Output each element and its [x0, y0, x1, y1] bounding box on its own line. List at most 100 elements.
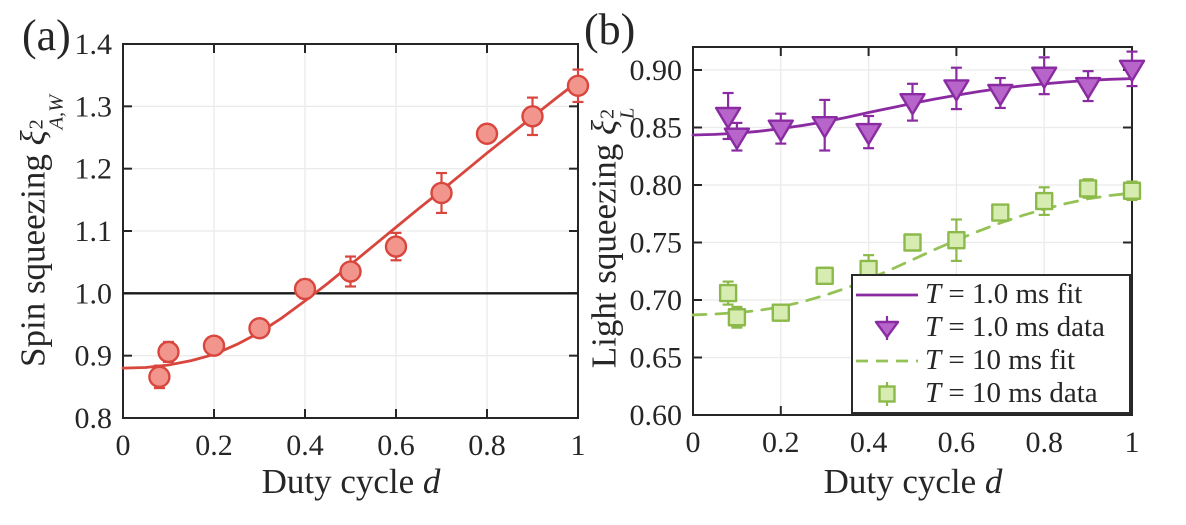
legend-swatch-graphic — [878, 381, 896, 406]
data-point — [148, 365, 171, 389]
tick-marks — [122, 43, 579, 419]
x-tick-label: 0.2 — [762, 426, 800, 459]
data-point — [202, 334, 226, 357]
panel-a-y-axis-title: Spin squeezing ξ 2 A,W — [13, 95, 68, 367]
data-point — [718, 283, 738, 303]
markers — [714, 59, 1146, 150]
data-point — [767, 119, 794, 142]
axes-frame — [692, 46, 1133, 416]
y-tick-label: 0.80 — [630, 169, 683, 202]
xi-sup-sub: 2 A,W — [25, 95, 68, 130]
legend-swatch-graphic — [856, 359, 918, 362]
legend-marker — [878, 384, 896, 403]
legend-item-green-data: T = 10 ms data — [855, 377, 1125, 410]
y-tick-label: 0.90 — [630, 54, 683, 87]
green-square-marker-swatch — [855, 379, 919, 409]
markers — [148, 74, 590, 389]
x-tick-label: 0.4 — [286, 429, 324, 462]
data-point — [339, 260, 362, 283]
data-point — [1122, 181, 1142, 200]
tick-labels: 0 0.2 0.4 0.6 0.8 1 0.60 0.65 0.70 0.75 0.80 0.85 0.… — [630, 54, 1140, 459]
purple-triangle-marker-swatch — [855, 313, 919, 343]
data-point — [943, 79, 970, 102]
legend-label: T — [925, 311, 942, 343]
legend-box: T = 1.0 ms fit T = 1.0 ms data T = 10 ms… — [851, 274, 1131, 414]
y-tick-label: 0.85 — [630, 112, 683, 145]
legend-label: T — [925, 344, 942, 376]
data-point — [815, 266, 834, 286]
data-point — [566, 74, 590, 97]
x-tick-label: 0.8 — [1025, 426, 1063, 459]
legend-marker — [874, 320, 900, 338]
y-tick-label: 1.4 — [75, 28, 113, 61]
y-tick-label: 1.0 — [75, 277, 113, 310]
legend-swatch-graphic — [874, 315, 900, 340]
xlabel-variable: d — [984, 462, 1003, 501]
y-tick-label: 1.2 — [75, 153, 113, 186]
data-point — [475, 122, 499, 145]
panel-b-x-axis-title: Duty cycle d — [824, 461, 1003, 503]
y-tick-label: 0.65 — [630, 342, 683, 375]
data-point — [991, 203, 1010, 222]
x-tick-label: 0.6 — [938, 426, 976, 459]
y-tick-label: 0.9 — [75, 340, 113, 373]
data-point — [987, 83, 1014, 107]
xlabel-text: Duty cycle — [261, 462, 423, 501]
legend-label: T — [925, 278, 942, 310]
data-point — [430, 181, 453, 205]
ylabel-text: Spin squeezing — [13, 145, 53, 367]
data-point — [727, 308, 747, 327]
data-point — [521, 105, 544, 128]
data-point — [1078, 179, 1098, 198]
panel-a-letter: (a) — [22, 11, 71, 60]
legend-swatch-graphic — [856, 293, 918, 296]
panel-b-letter: (b) — [584, 5, 636, 54]
data-point — [1118, 59, 1146, 83]
x-tick-label: 0.6 — [377, 429, 415, 462]
y-tick-label: 0.60 — [630, 399, 683, 432]
purple-solid-line-swatch — [855, 280, 919, 310]
y-tick-label: 1.1 — [75, 215, 113, 248]
data-point — [384, 235, 408, 258]
y-tick-label: 0.75 — [630, 227, 683, 260]
fit-line — [691, 191, 1134, 317]
data-point — [1030, 66, 1058, 89]
panel-a: 0 0.2 0.4 0.6 0.8 1 0.8 0.9 1.0 1.1 1.2 1.3 1.4 — [75, 28, 590, 462]
data-point — [855, 122, 882, 146]
xi-symbol: ξ — [13, 130, 53, 146]
data-point — [714, 106, 742, 130]
data-point — [1074, 76, 1102, 100]
y-tick-label: 0.70 — [630, 284, 683, 317]
xlabel-variable: d — [422, 462, 441, 501]
x-tick-label: 0 — [116, 429, 131, 462]
markers — [718, 179, 1142, 327]
data-point — [293, 277, 317, 301]
legend-item-purple-fit: T = 1.0 ms fit — [855, 278, 1125, 311]
legend-item-purple-data: T = 1.0 ms data — [855, 311, 1125, 344]
legend-label: T — [925, 377, 942, 409]
data-point — [157, 340, 180, 364]
xlabel-text: Duty cycle — [823, 462, 985, 501]
x-tick-label: 1 — [571, 429, 586, 462]
y-tick-label: 1.3 — [75, 90, 113, 123]
x-tick-label: 1 — [1125, 426, 1140, 459]
y-tick-label: 0.8 — [75, 402, 113, 435]
data-point — [903, 233, 922, 252]
x-tick-label: 0 — [686, 426, 701, 459]
x-tick-label: 0.8 — [468, 429, 506, 462]
tick-labels: 0 0.2 0.4 0.6 0.8 1 0.8 0.9 1.0 1.1 1.2 1.3 1.4 — [75, 28, 586, 462]
legend-item-green-fit: T = 10 ms fit — [855, 344, 1125, 377]
data-point — [771, 303, 790, 322]
xi-symbol: ξ — [584, 120, 624, 135]
data-point — [899, 92, 926, 116]
data-point — [1034, 191, 1054, 211]
x-tick-label: 0.4 — [850, 426, 888, 459]
data-point — [947, 230, 966, 250]
data-point — [811, 115, 838, 139]
fit-line — [121, 80, 580, 370]
green-dashed-line-swatch — [855, 346, 919, 376]
